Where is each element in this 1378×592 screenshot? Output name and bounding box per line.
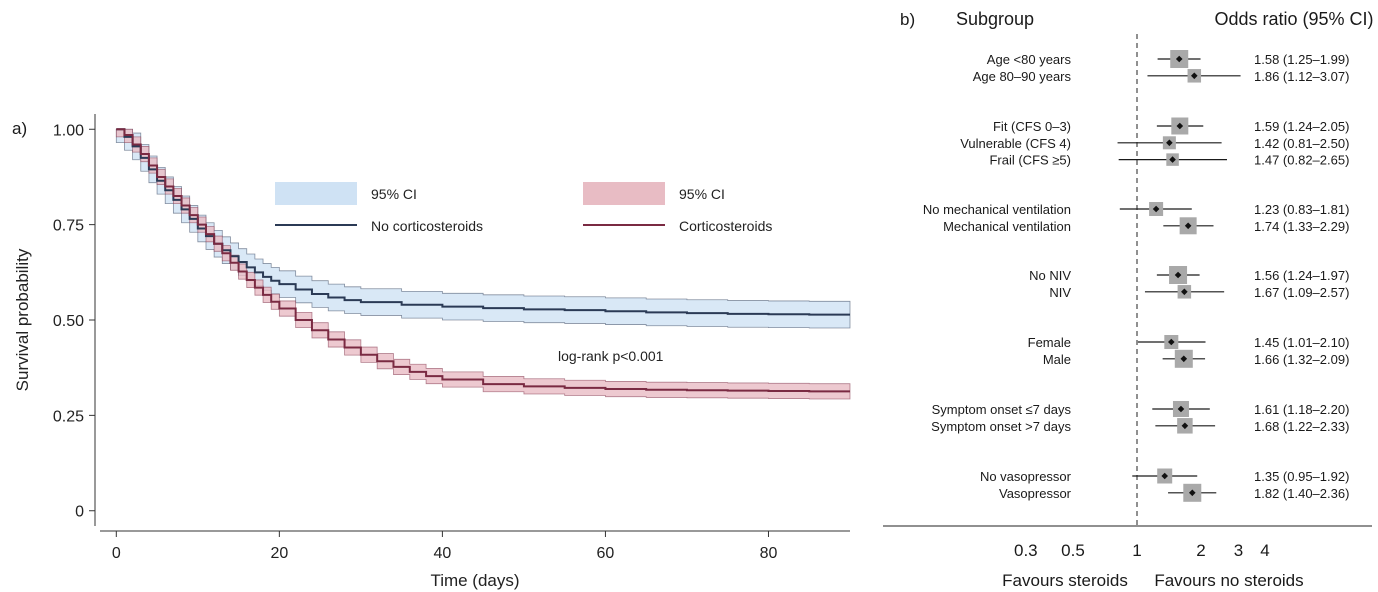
legend-swatch-band <box>583 182 665 205</box>
forest-row-label: No NIV <box>1029 268 1071 283</box>
y-tick-label: 0 <box>75 504 84 521</box>
forest-row-value: 1.82 (1.40–2.36) <box>1254 486 1349 501</box>
forest-row-value: 1.61 (1.18–2.20) <box>1254 402 1349 417</box>
log-rank-annotation: log-rank p<0.001 <box>558 348 664 364</box>
forest-row-label: No vasopressor <box>980 469 1072 484</box>
x-tick-label: 20 <box>270 545 288 562</box>
forest-row-value: 1.66 (1.32–2.09) <box>1254 352 1349 367</box>
y-tick-label: 0.75 <box>53 218 84 235</box>
forest-row-label: Vasopressor <box>999 486 1072 501</box>
forest-plot: b) Subgroup Odds ratio (95% CI) Age <80 yea… <box>880 0 1378 592</box>
forest-row-value: 1.56 (1.24–1.97) <box>1254 268 1349 283</box>
forest-row-value: 1.47 (0.82–2.65) <box>1254 153 1349 168</box>
y-tick-label: 1.00 <box>53 122 84 139</box>
survival-chart: a) 0 20 40 60 80 0 0.25 0.50 0.75 1.00 Time (days) S… <box>0 0 880 592</box>
forest-row-label: Male <box>1043 352 1071 367</box>
forest-row-value: 1.23 (0.83–1.81) <box>1254 202 1349 217</box>
y-tick-label: 0.50 <box>53 313 84 330</box>
forest-x-tick-label: 1 <box>1132 541 1141 560</box>
forest-row-value: 1.45 (1.01–2.10) <box>1254 335 1349 350</box>
forest-row-label: NIV <box>1049 285 1071 300</box>
y-tick-label: 0.25 <box>53 408 84 425</box>
x-tick-label: 40 <box>433 545 451 562</box>
forest-row-label: Vulnerable (CFS 4) <box>960 136 1071 151</box>
legend-label: No corticosteroids <box>371 218 483 234</box>
forest-row-value: 1.42 (0.81–2.50) <box>1254 136 1349 151</box>
legend-swatch-band <box>275 182 357 205</box>
forest-row-label: Frail (CFS ≥5) <box>989 153 1071 168</box>
forest-header-subgroup: Subgroup <box>956 9 1034 29</box>
x-tick-label: 0 <box>112 545 121 562</box>
forest-row-value: 1.74 (1.33–2.29) <box>1254 219 1349 234</box>
y-axis-label: Survival probability <box>13 248 32 391</box>
forest-row-value: 1.35 (0.95–1.92) <box>1254 469 1349 484</box>
forest-row-label: Age 80–90 years <box>973 69 1072 84</box>
favours-right-label: Favours no steroids <box>1154 571 1303 590</box>
x-tick-label: 60 <box>597 545 615 562</box>
forest-row-value: 1.59 (1.24–2.05) <box>1254 119 1349 134</box>
favours-left-label: Favours steroids <box>1002 571 1128 590</box>
legend-label: 95% CI <box>371 186 417 202</box>
x-axis-label: Time (days) <box>430 571 519 590</box>
forest-x-tick-label: 4 <box>1260 541 1269 560</box>
forest-row-label: Age <80 years <box>987 52 1072 67</box>
ci-band-series-1 <box>116 129 850 399</box>
forest-x-tick-label: 3 <box>1234 541 1243 560</box>
panel-label-b: b) <box>900 10 915 29</box>
forest-x-tick-label: 0.3 <box>1014 541 1038 560</box>
forest-row-label: Mechanical ventilation <box>943 219 1071 234</box>
forest-x-tick-label: 0.5 <box>1061 541 1085 560</box>
forest-x-tick-label: 2 <box>1196 541 1205 560</box>
panel-label-a: a) <box>12 119 27 138</box>
forest-row-label: Symptom onset >7 days <box>931 419 1071 434</box>
forest-row-value: 1.67 (1.09–2.57) <box>1254 285 1349 300</box>
forest-row-value: 1.68 (1.22–2.33) <box>1254 419 1349 434</box>
forest-row-value: 1.86 (1.12–3.07) <box>1254 69 1349 84</box>
legend-label: 95% CI <box>679 186 725 202</box>
forest-row-label: Female <box>1028 335 1071 350</box>
forest-row-label: Symptom onset ≤7 days <box>932 402 1072 417</box>
legend-label: Corticosteroids <box>679 218 772 234</box>
forest-header-odds-ratio: Odds ratio (95% CI) <box>1214 9 1373 29</box>
forest-row-label: Fit (CFS 0–3) <box>993 119 1071 134</box>
x-tick-label: 80 <box>760 545 778 562</box>
forest-row-label: No mechanical ventilation <box>923 202 1071 217</box>
forest-row-value: 1.58 (1.25–1.99) <box>1254 52 1349 67</box>
